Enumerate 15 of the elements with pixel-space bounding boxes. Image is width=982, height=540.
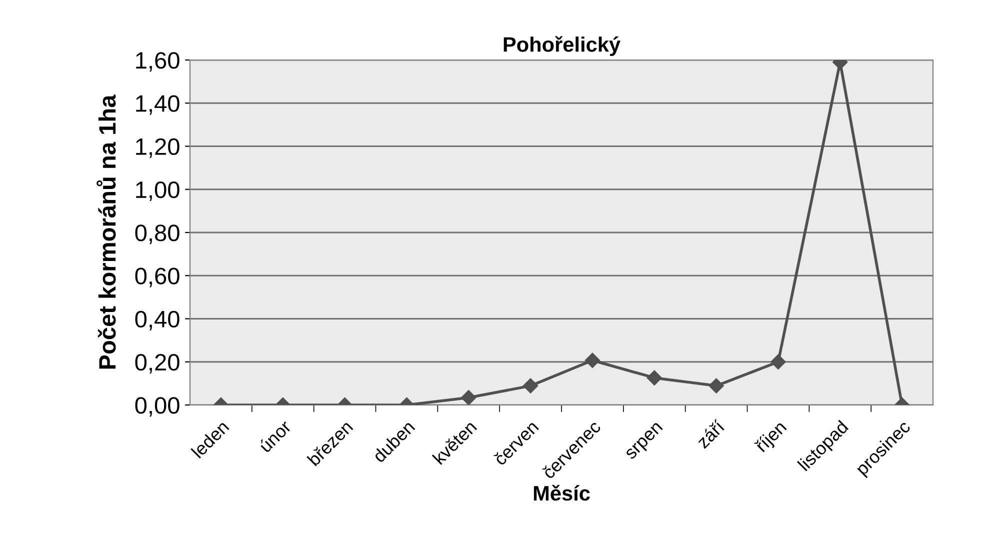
x-axis-title: Měsíc [534,484,590,501]
y-axis-title: Počet kormoránů na 1ha [96,94,116,369]
y-tick-label: 0,40 [135,310,180,330]
y-tick-label: 0,60 [135,268,180,288]
x-tick-label: říjen [754,420,790,456]
chart-title: Pohořelický [504,36,620,56]
x-tick-label: únor [258,418,292,453]
y-tick-label: 0,00 [135,397,180,417]
y-tick-label: 0,20 [135,354,180,374]
y-tick-label: 0,80 [135,224,180,244]
y-tick-label: 1,20 [136,138,180,158]
y-tick-label: 1,60 [136,52,180,72]
y-tick-label: 1,00 [136,181,180,201]
x-tick-label: září [695,418,726,450]
y-tick-label: 1,40 [136,95,180,115]
